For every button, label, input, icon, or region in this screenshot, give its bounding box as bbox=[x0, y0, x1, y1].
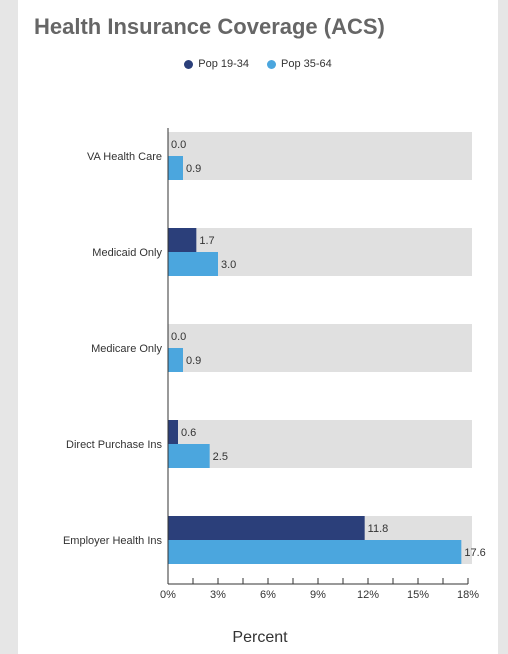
category-band-va-health-care bbox=[168, 132, 472, 180]
data-label-pop-35-64-medicaid-only: 3.0 bbox=[221, 259, 236, 271]
data-label-pop-19-34-va-health-care: 0.0 bbox=[171, 139, 186, 151]
category-band-medicaid-only bbox=[168, 228, 472, 276]
data-label-pop-19-34-medicare-only: 0.0 bbox=[171, 331, 186, 343]
legend-swatch-pop-35-64 bbox=[267, 59, 276, 69]
category-label-employer-health-ins: Employer Health Ins bbox=[63, 535, 163, 547]
data-label-pop-35-64-va-health-care: 0.9 bbox=[186, 163, 201, 175]
category-label-va-health-care: VA Health Care bbox=[87, 151, 162, 163]
chart-title: Health Insurance Coverage (ACS) bbox=[34, 14, 385, 39]
x-axis-label: Percent bbox=[232, 629, 288, 646]
data-label-pop-35-64-medicare-only: 0.9 bbox=[186, 355, 201, 367]
x-tick-label: 18% bbox=[457, 589, 479, 601]
data-label-pop-19-34-direct-purchase-ins: 0.6 bbox=[181, 427, 196, 439]
chart-legend: Pop 19-34 Pop 35-64 bbox=[18, 58, 498, 70]
bar-pop-35-64-medicaid-only bbox=[168, 252, 218, 276]
x-tick-label: 0% bbox=[160, 589, 176, 601]
bar-pop-19-34-direct-purchase-ins bbox=[168, 420, 178, 444]
legend-label-pop-35-64: Pop 35-64 bbox=[281, 58, 332, 70]
category-band-medicare-only bbox=[168, 324, 472, 372]
category-label-direct-purchase-ins: Direct Purchase Ins bbox=[66, 439, 162, 451]
legend-label-pop-19-34: Pop 19-34 bbox=[198, 58, 249, 70]
legend-swatch-pop-19-34 bbox=[184, 59, 194, 69]
x-tick-label: 12% bbox=[357, 589, 379, 601]
x-tick-label: 3% bbox=[210, 589, 226, 601]
bar-pop-19-34-medicaid-only bbox=[168, 228, 197, 252]
bar-pop-19-34-employer-health-ins bbox=[168, 516, 365, 540]
bar-pop-35-64-direct-purchase-ins bbox=[168, 444, 210, 468]
legend-item-pop-19-34: Pop 19-34 bbox=[184, 58, 249, 70]
x-tick-label: 15% bbox=[407, 589, 429, 601]
category-label-medicaid-only: Medicaid Only bbox=[92, 247, 162, 259]
bar-pop-35-64-medicare-only bbox=[168, 348, 183, 372]
data-label-pop-19-34-employer-health-ins: 11.8 bbox=[368, 523, 389, 535]
legend-item-pop-35-64: Pop 35-64 bbox=[267, 58, 332, 70]
data-label-pop-35-64-direct-purchase-ins: 2.5 bbox=[213, 451, 228, 463]
x-tick-label: 6% bbox=[260, 589, 276, 601]
bar-pop-35-64-employer-health-ins bbox=[168, 540, 462, 564]
x-tick-label: 9% bbox=[310, 589, 326, 601]
category-band-direct-purchase-ins bbox=[168, 420, 472, 468]
bar-pop-35-64-va-health-care bbox=[168, 156, 183, 180]
data-label-pop-35-64-employer-health-ins: 17.6 bbox=[464, 547, 485, 559]
category-label-medicare-only: Medicare Only bbox=[91, 343, 162, 355]
data-label-pop-19-34-medicaid-only: 1.7 bbox=[199, 235, 214, 247]
